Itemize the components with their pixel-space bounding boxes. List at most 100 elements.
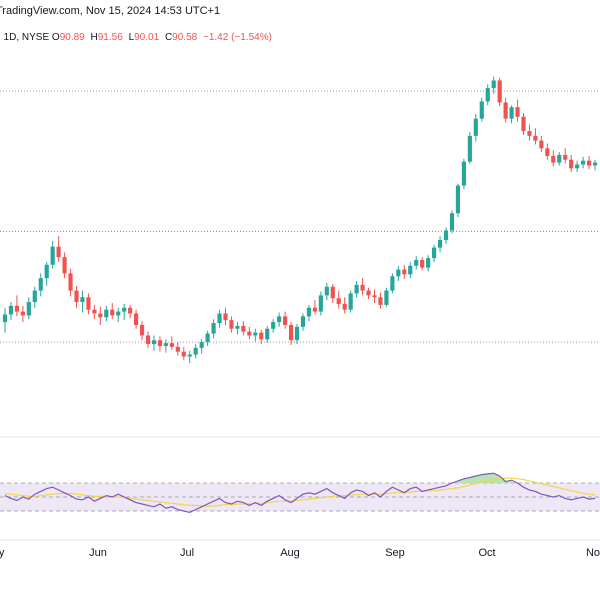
candle (122, 303, 127, 321)
candle (294, 323, 300, 345)
candle (68, 268, 73, 297)
candle (128, 304, 133, 319)
change-value: −1.42 (−1.54%) (202, 32, 272, 43)
candle (372, 289, 377, 303)
candle (253, 328, 258, 342)
candle (92, 304, 97, 320)
x-axis-label: Jul (180, 547, 194, 559)
candle (223, 307, 228, 325)
candle (485, 84, 490, 106)
candle (521, 112, 526, 135)
candle (586, 155, 592, 170)
candle (557, 152, 562, 166)
candle (175, 342, 180, 356)
candle (139, 321, 145, 341)
candle (211, 319, 216, 339)
x-axis-label: Oct (478, 547, 495, 559)
candle (306, 304, 312, 322)
candle (396, 265, 401, 282)
candle (199, 339, 204, 354)
candle (265, 325, 270, 344)
candle (151, 335, 157, 351)
candle (86, 293, 91, 315)
x-axis-label: May (0, 547, 5, 559)
candle (283, 311, 288, 329)
candle (26, 297, 31, 320)
x-axis: May Jun Jul Aug Sep Oct No (0, 547, 600, 559)
candle (193, 344, 198, 359)
candle (527, 124, 532, 141)
x-axis-label: Jun (89, 547, 107, 559)
x-axis-label: Sep (385, 547, 405, 559)
candle (437, 236, 443, 253)
candle (420, 257, 425, 271)
candle (169, 336, 174, 350)
source-watermark: TradingView.com, Nov 15, 2024 14:53 UTC+… (0, 5, 221, 17)
candle (366, 287, 371, 300)
candle (324, 282, 329, 301)
candle (551, 150, 556, 167)
candle (360, 278, 365, 296)
x-axis-label: No (586, 547, 600, 559)
candle (342, 297, 347, 314)
candle (563, 148, 568, 164)
x-axis-label: Aug (280, 547, 300, 559)
candle (378, 292, 383, 309)
candle (402, 264, 407, 280)
candle (390, 273, 395, 294)
candlesticks (2, 76, 598, 364)
candle (229, 316, 234, 333)
candle (426, 255, 431, 272)
low-value: 90.01 (134, 32, 160, 43)
candle (134, 309, 139, 329)
candle (50, 240, 55, 269)
close-label: C (164, 32, 173, 43)
rsi-line (4, 472, 596, 514)
high-value: 91.56 (97, 32, 123, 43)
candle (247, 326, 252, 340)
candle (110, 302, 115, 320)
level-lines (0, 90, 600, 343)
candle (300, 313, 306, 331)
candle (491, 76, 496, 94)
candle (145, 331, 151, 348)
candle (288, 322, 294, 346)
candle (414, 256, 419, 270)
candle (581, 156, 586, 169)
low-label: L (128, 32, 135, 43)
candle (515, 99, 520, 122)
candle (38, 273, 43, 297)
candle (312, 300, 317, 315)
candle (509, 105, 514, 124)
high-label: H (90, 32, 98, 43)
candle (56, 236, 61, 262)
candle (408, 261, 413, 279)
candle (217, 309, 222, 328)
candle (336, 290, 341, 309)
candle (443, 227, 449, 244)
candle (503, 97, 508, 123)
candle (163, 339, 168, 353)
candle (497, 77, 502, 107)
rsi-panel (0, 472, 600, 514)
candle (432, 244, 437, 262)
chart-header: TradingView.com, Nov 15, 2024 14:53 UTC+… (0, 0, 600, 48)
candle (473, 113, 478, 142)
candle (455, 183, 461, 218)
candle (32, 286, 37, 308)
candle (98, 306, 103, 325)
candle (545, 143, 550, 160)
candle (592, 159, 598, 171)
candle (62, 252, 67, 279)
candle (104, 305, 109, 322)
candle (235, 322, 240, 335)
candle (14, 295, 19, 317)
candle (74, 285, 79, 308)
candle (2, 307, 8, 333)
candle (348, 290, 353, 313)
open-value: 90.89 (59, 32, 85, 43)
candle (467, 132, 472, 164)
candle (479, 97, 484, 122)
candle (318, 291, 323, 316)
